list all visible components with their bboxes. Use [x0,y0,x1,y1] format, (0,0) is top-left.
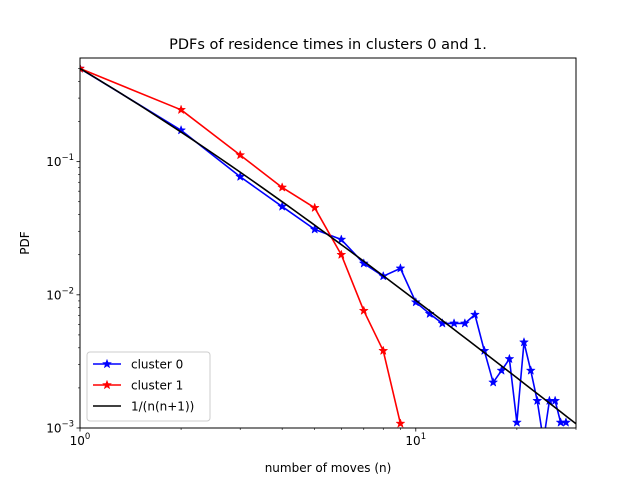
legend-label-0: cluster 0 [131,358,183,372]
series-1-point-2 [235,149,246,160]
series-1-point-8 [395,418,406,428]
series-0-point-20 [518,336,530,347]
series-0-point-10 [424,308,435,319]
series-0-point-13 [459,318,470,328]
series-0-point-25 [550,395,561,406]
series-2-line [80,67,576,425]
series-0-point-6 [358,258,369,268]
series-0-point-8 [395,263,406,273]
legend: cluster 0 cluster 1 1/(n(n+1)) [86,351,211,422]
series-0-point-14 [469,309,480,319]
y-tick-label-1: 10−2 [46,286,74,302]
x-tick-label-1: 101 [405,432,426,448]
series-1-point-1 [176,104,187,115]
plot-frame [79,57,577,429]
y-tick-label-0: 10−3 [46,420,74,436]
x-tick-label-0: 100 [70,432,91,448]
y-axis-label: PDF [18,231,32,254]
series-0-point-19 [511,417,522,427]
series-0-point-9 [410,296,421,307]
legend-box [86,351,211,422]
series-1-point-3 [277,182,288,192]
series-0-point-18 [504,353,515,364]
legend-entries: cluster 0 cluster 1 1/(n(n+1)) [93,358,194,414]
series-0-point-27 [560,417,572,427]
legend-label-1: cluster 1 [131,379,183,393]
series-0-point-3 [277,201,288,211]
series-1-point-5 [336,249,347,260]
series-1-point-7 [378,345,389,356]
legend-marker-1 [101,379,113,390]
chart-title: PDFs of residence times in clusters 0 an… [169,37,487,53]
series-0-point-16 [488,377,499,387]
legend-label-2: 1/(n(n+1)) [131,400,194,414]
y-tick-label-2: 10−1 [46,153,74,169]
series-0-point-22 [532,395,543,406]
series-0-point-21 [525,365,536,375]
ticks-layer: 100 101 10−3 10−2 10−1 [46,68,577,448]
series-layer [80,63,576,428]
x-axis-label: number of moves (n) [265,461,392,475]
series-0-point-5 [336,234,347,244]
series-1-point-6 [358,305,369,316]
series-1-point-4 [309,202,320,213]
series-1-point-0 [80,63,86,73]
series-0-point-11 [437,318,448,328]
series-0-point-12 [448,318,460,328]
legend-marker-0 [101,358,113,369]
